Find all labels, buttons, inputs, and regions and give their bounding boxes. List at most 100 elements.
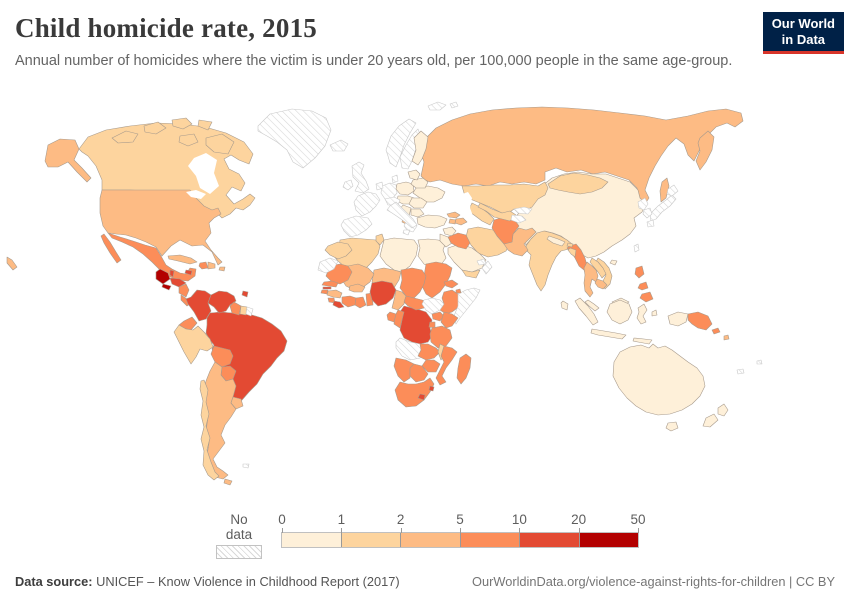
country-jamaica[interactable] — [184, 269, 193, 276]
country-mexico[interactable] — [107, 232, 197, 282]
country-papua-new-guinea[interactable] — [711, 327, 721, 335]
country-malaysia[interactable] — [584, 299, 600, 312]
country-guinea[interactable] — [326, 289, 343, 299]
country-guinea-bissau[interactable] — [320, 289, 329, 295]
country-bhutan[interactable] — [566, 242, 574, 248]
country-libya[interactable] — [379, 237, 419, 273]
legend-swatch-2-5[interactable] — [401, 533, 461, 547]
country-sri-lanka[interactable] — [560, 300, 569, 311]
country-italy[interactable] — [386, 201, 418, 229]
country-argentina[interactable] — [223, 478, 233, 486]
country-thailand[interactable] — [583, 261, 599, 298]
legend-swatch-5-10[interactable] — [460, 533, 520, 547]
country-liberia[interactable] — [332, 300, 345, 309]
country-japan[interactable] — [666, 184, 679, 197]
country-syria[interactable] — [442, 226, 457, 237]
country-nicaragua[interactable] — [178, 283, 190, 298]
country-morocco[interactable] — [324, 241, 353, 260]
country-madagascar[interactable] — [456, 353, 472, 385]
country-belarus[interactable] — [410, 177, 429, 189]
country-japan[interactable] — [649, 194, 677, 222]
country-georgia[interactable] — [446, 211, 461, 219]
country-azerbaijan[interactable] — [454, 217, 468, 226]
country-kyrgyzstan[interactable] — [513, 206, 533, 215]
country-canada[interactable] — [111, 130, 139, 144]
country-belize[interactable] — [169, 269, 175, 278]
country-djibouti[interactable] — [455, 288, 462, 294]
country-honduras[interactable] — [169, 277, 187, 288]
country-tanzania[interactable] — [429, 325, 453, 349]
country-bulgaria[interactable] — [410, 208, 425, 218]
country-fiji[interactable] — [756, 359, 763, 365]
country-senegal[interactable] — [321, 280, 339, 288]
country-north-korea[interactable] — [637, 197, 649, 211]
country-canada[interactable] — [178, 133, 199, 147]
country-eritrea[interactable] — [443, 279, 459, 289]
country-angola[interactable] — [395, 337, 425, 361]
country-united-states[interactable] — [99, 189, 223, 266]
country-finland[interactable] — [411, 130, 429, 166]
country-poland[interactable] — [395, 181, 415, 196]
country-western-sahara[interactable] — [317, 257, 339, 274]
country-chad[interactable] — [399, 267, 427, 299]
country-cambodia[interactable] — [594, 278, 608, 290]
legend-swatch-20-50[interactable] — [579, 533, 638, 547]
country-eswatini[interactable] — [428, 385, 435, 392]
country-central-african-republic[interactable] — [403, 295, 429, 311]
country-zambia[interactable] — [417, 343, 441, 361]
country-turkey[interactable] — [416, 214, 448, 229]
country-russia[interactable] — [419, 106, 744, 205]
country-tajikistan[interactable] — [510, 214, 527, 224]
country-italy[interactable] — [402, 229, 411, 236]
credit-link[interactable]: OurWorldinData.org/violence-against-righ… — [472, 574, 835, 589]
country-russia[interactable] — [659, 177, 670, 203]
country-dr-congo[interactable] — [399, 305, 433, 345]
owid-logo[interactable]: Our World in Data — [762, 12, 844, 54]
legend-no-data-swatch[interactable] — [216, 545, 262, 559]
country-united-kingdom[interactable] — [351, 161, 370, 194]
country-kenya[interactable] — [440, 311, 459, 329]
country-egypt[interactable] — [417, 238, 447, 269]
country-france[interactable] — [353, 191, 381, 217]
country-canada[interactable] — [205, 133, 235, 155]
country-india[interactable] — [525, 230, 573, 292]
country-south-korea[interactable] — [642, 207, 653, 219]
country-united-states[interactable] — [6, 256, 18, 271]
country-dominican-republic[interactable] — [207, 261, 216, 270]
country-mexico[interactable] — [100, 233, 122, 264]
country-philippines[interactable] — [634, 265, 645, 279]
country-mongolia[interactable] — [547, 172, 609, 195]
country-haiti[interactable] — [198, 261, 209, 270]
country-south-africa[interactable] — [394, 377, 435, 408]
country-spain[interactable] — [340, 215, 373, 238]
country-venezuela[interactable] — [207, 290, 237, 314]
country-laos[interactable] — [589, 257, 607, 279]
country-indonesia[interactable] — [590, 328, 627, 340]
country-ireland[interactable] — [342, 179, 354, 191]
country-philippines[interactable] — [637, 281, 649, 291]
country-uruguay[interactable] — [230, 396, 244, 410]
country-indonesia[interactable] — [632, 337, 653, 345]
legend-swatch-0-1[interactable] — [282, 533, 342, 547]
country-trinidad-and-tobago[interactable] — [241, 290, 249, 298]
country-australia[interactable] — [612, 343, 706, 416]
country-uzbekistan[interactable] — [477, 202, 517, 222]
country-svalbard[interactable] — [427, 101, 447, 111]
country-lithuania[interactable] — [407, 169, 421, 181]
country-namibia[interactable] — [393, 357, 415, 383]
country-svalbard[interactable] — [449, 101, 459, 109]
country-canada[interactable] — [197, 119, 213, 131]
country-germany[interactable] — [380, 182, 398, 200]
country-indonesia[interactable] — [606, 299, 633, 325]
country-philippines[interactable] — [639, 291, 654, 303]
country-french-guiana[interactable] — [245, 306, 254, 317]
country-chile[interactable] — [199, 379, 220, 481]
country-gambia[interactable] — [322, 286, 332, 290]
country-south-sudan[interactable] — [421, 297, 445, 315]
country-suriname[interactable] — [239, 305, 248, 316]
country-iraq[interactable] — [447, 232, 471, 250]
country-japan[interactable] — [646, 219, 655, 228]
country-taiwan[interactable] — [633, 243, 640, 253]
country-norway[interactable] — [385, 118, 417, 168]
country-papua-new-guinea[interactable] — [687, 311, 713, 331]
